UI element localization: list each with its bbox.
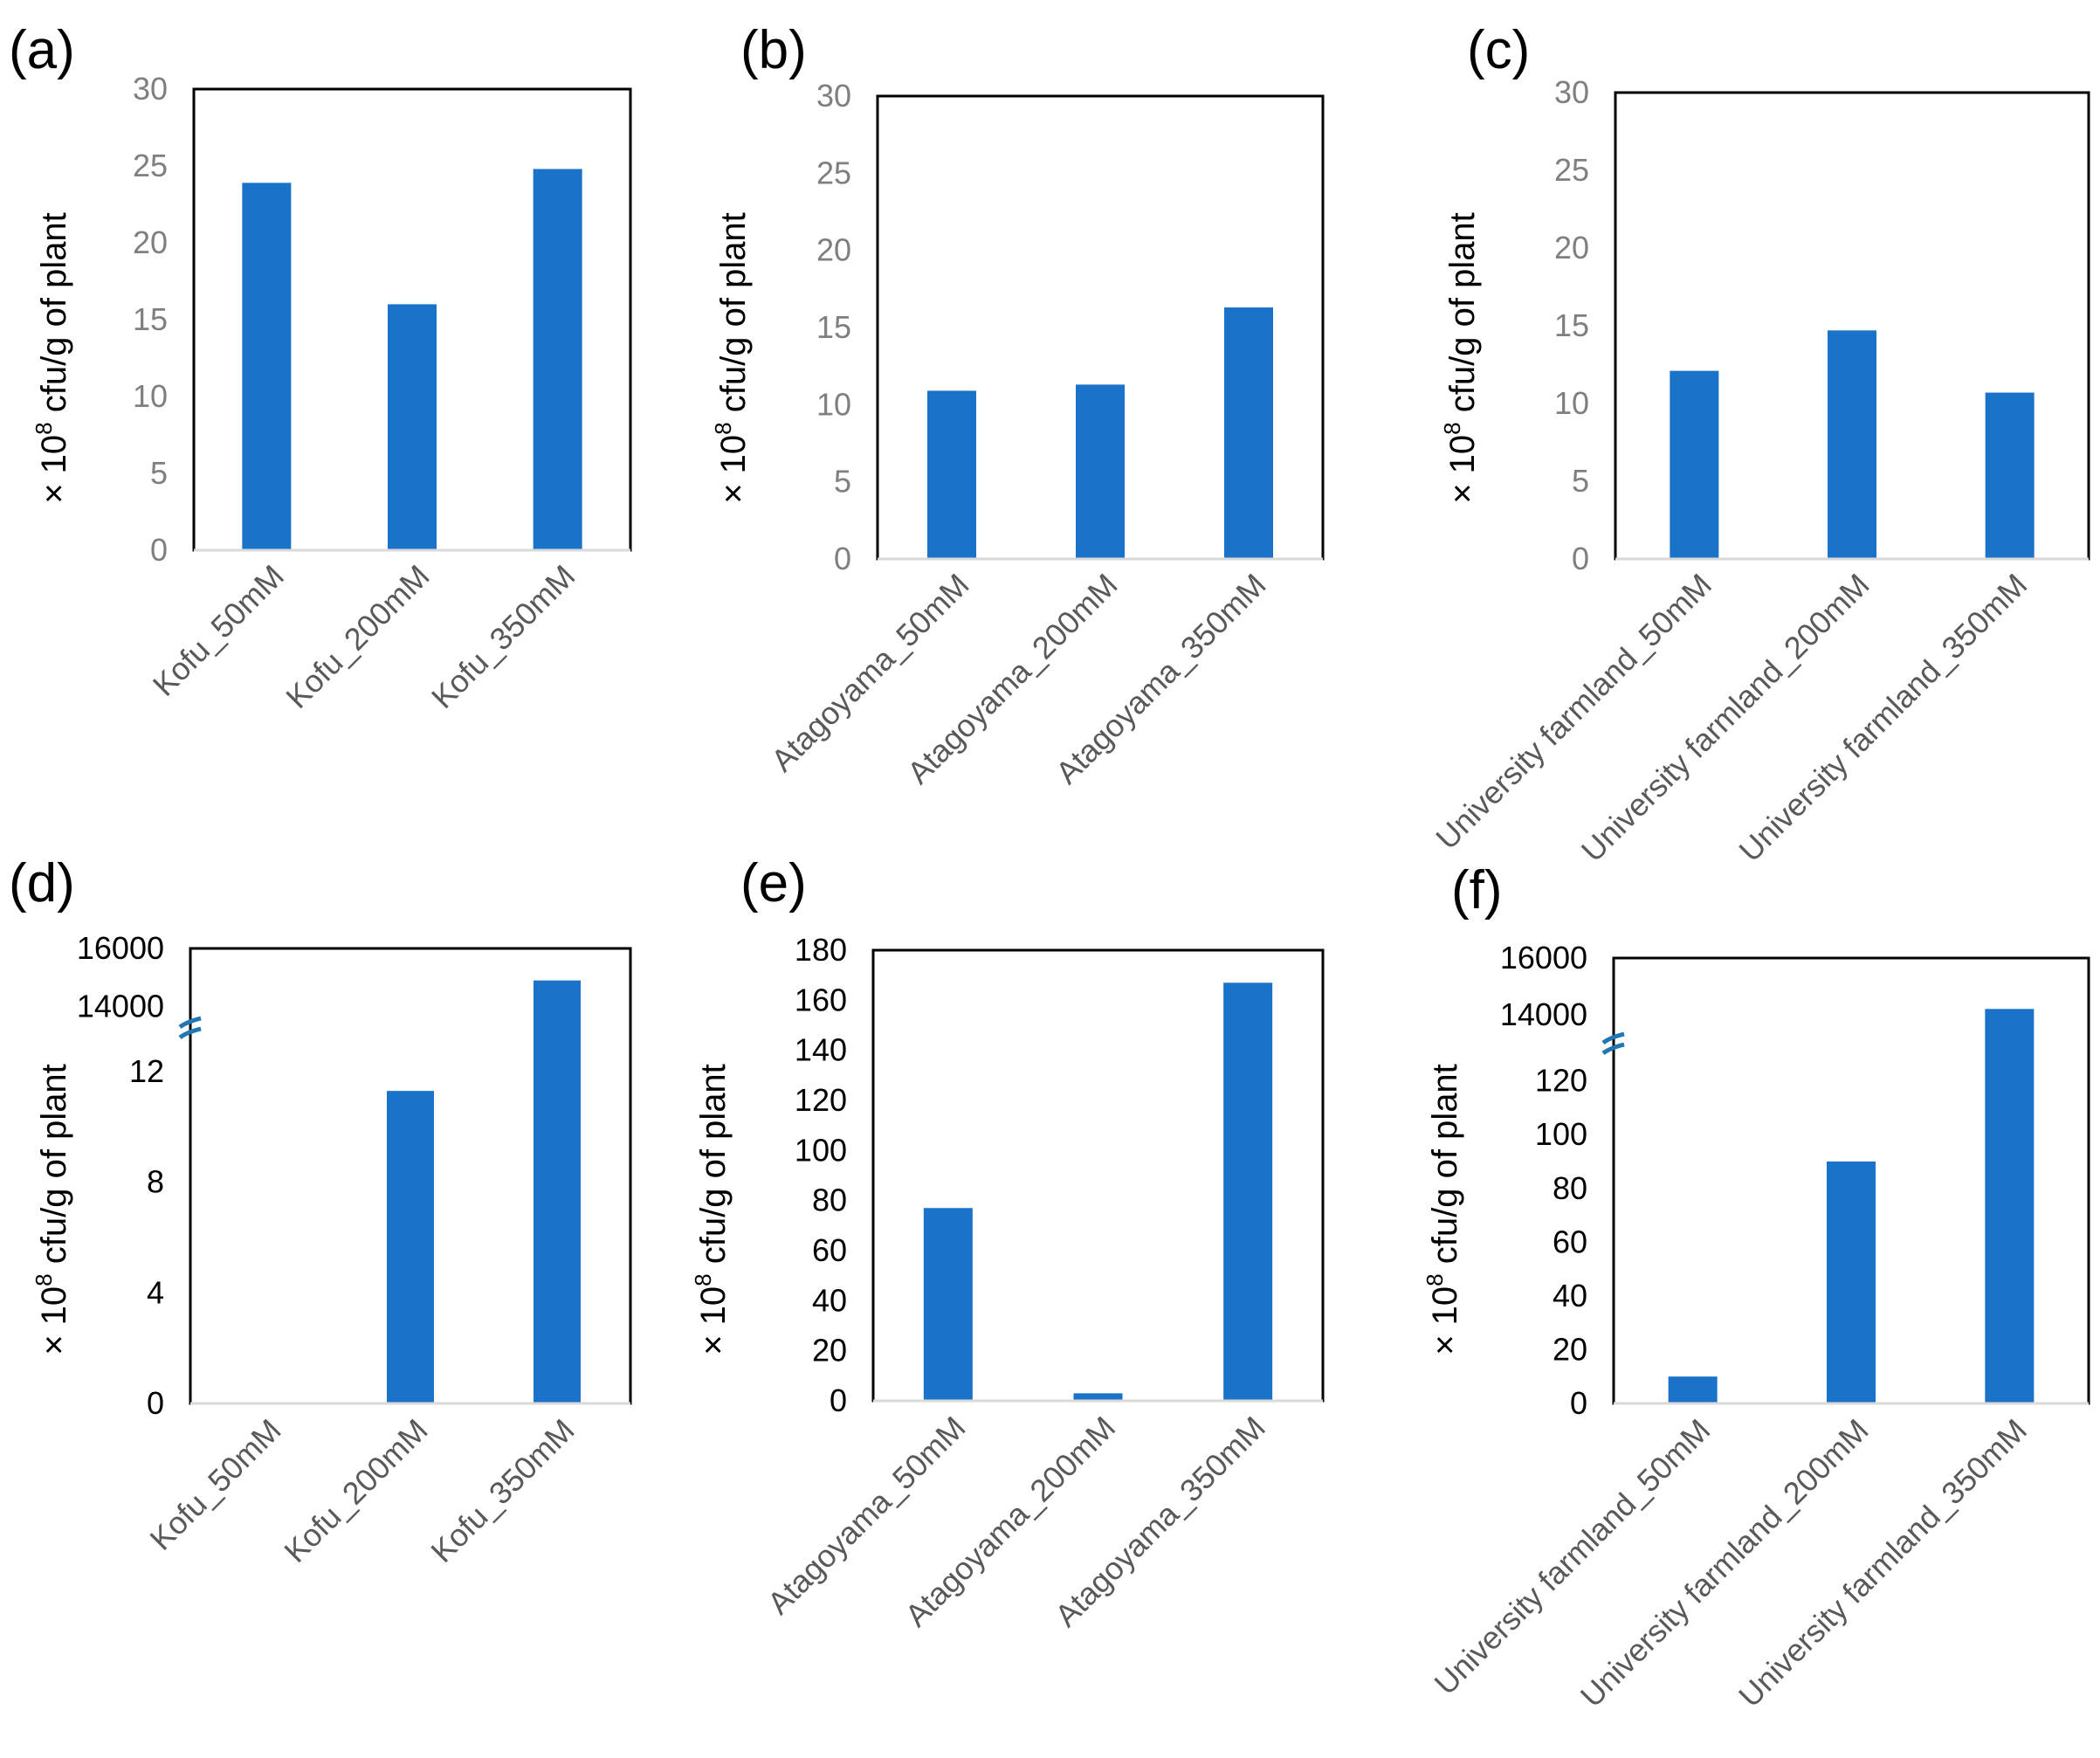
bar [1670,371,1718,559]
y-tick-label: 25 [133,148,168,183]
bar [1985,1009,2034,1403]
y-tick-label: 14000 [1500,996,1587,1032]
category-label: Kofu_200mM [279,558,436,715]
y-tick-label: 30 [1554,74,1589,110]
category-label: Kofu_50mM [142,1412,287,1557]
panel-label: (d) [9,853,75,913]
category-label: Kofu_350mM [424,558,582,715]
y-tick-label: 5 [834,464,851,500]
y-tick-label: 30 [816,78,851,114]
y-tick-label: 120 [1535,1063,1587,1099]
category-label: University farmland_200mM [1573,1412,1876,1714]
bar [1669,1376,1718,1403]
bar [927,390,976,559]
y-tick-label: 40 [1553,1278,1587,1313]
y-tick-label: 14000 [77,989,164,1024]
panel-label: (e) [740,853,807,913]
y-tick-label: 0 [147,1385,164,1421]
y-tick-label: 15 [133,301,168,337]
y-tick-label: 0 [1570,1385,1587,1421]
y-tick-label: 180 [795,932,847,968]
bar [1224,307,1273,559]
y-tick-label: 20 [812,1333,847,1368]
y-tick-label: 0 [1572,541,1589,576]
y-tick-label: 16000 [1500,940,1587,976]
y-axis-label: × 108 cfu/g of plant [31,212,73,504]
bar [387,1091,434,1403]
chart-panel: (d) 0 4 8 12 14000 16000 Kofu_50mMKofu_200mMKof… [9,853,630,1569]
y-tick-label: 60 [1553,1224,1587,1259]
y-tick-label: 8 [147,1164,164,1200]
chart-panel: (e)020406080100120140160180Atagoyama_50m… [690,853,1323,1633]
y-tick-label: 120 [795,1082,847,1118]
y-tick-label: 80 [812,1182,847,1218]
y-tick-label: 60 [812,1232,847,1268]
y-tick-label: 20 [133,224,168,260]
y-tick-label: 0 [834,541,851,576]
y-tick-label: 10 [816,386,851,422]
category-label: University farmland_350mM [1732,1412,2034,1714]
bar [1827,1162,1876,1403]
bar [388,304,437,550]
y-tick-label: 100 [795,1132,847,1168]
category-label: University farmland_50mM [1428,1412,1718,1702]
y-tick-label: 12 [129,1053,164,1089]
y-tick-label: 140 [795,1032,847,1068]
y-tick-label: 80 [1553,1170,1587,1206]
y-axis-label: × 108 cfu/g of plant [31,1064,73,1355]
category-label: Kofu_50mM [146,558,291,703]
chart-panel: (a) 0 5 10 15 20 25 30 Kofu_50mMKofu_200mMKofu_3… [9,20,630,715]
bar [1828,330,1876,559]
panel-label: (b) [740,20,807,80]
chart-panel: (c) 0 5 10 15 20 25 30 University farmland_50mMU… [1429,20,2089,869]
bar [534,169,582,550]
bar [242,183,291,550]
chart-panel: (f) 0 20 40 60 80 100 120 14000 16000 University f… [1422,860,2089,1714]
category-label: Kofu_350mM [423,1412,581,1569]
category-label: University farmland_50mM [1429,567,1718,857]
y-tick-label: 16000 [77,930,164,966]
y-axis-label: × 108 cfu/g of plant [1439,212,1482,504]
y-axis-label: × 108 cfu/g of plant [690,1064,733,1355]
y-tick-label: 15 [816,309,851,345]
panel-label: (f) [1451,860,1503,920]
panel-label: (c) [1467,20,1530,80]
y-tick-label: 160 [795,982,847,1017]
chart-panel: (b)051015202530Atagoyama_50mMAtagoyama_2… [710,20,1323,790]
y-tick-label: 10 [1554,385,1589,421]
y-axis-label: × 108 cfu/g of plant [1422,1064,1464,1355]
y-tick-label: 0 [150,532,168,568]
category-label: Kofu_200mM [277,1412,434,1569]
y-tick-label: 5 [1572,463,1589,499]
bar [1986,393,2035,559]
y-tick-label: 30 [133,71,168,107]
y-axis-label: × 108 cfu/g of plant [710,212,753,504]
y-tick-label: 15 [1554,307,1589,343]
y-tick-label: 5 [150,455,168,491]
y-tick-label: 25 [1554,152,1589,188]
bar [924,1208,973,1401]
y-tick-label: 20 [816,232,851,268]
y-tick-label: 40 [812,1282,847,1318]
y-tick-label: 100 [1535,1116,1587,1152]
bar [1223,982,1272,1401]
category-label: University farmland_200mM [1574,567,1876,869]
category-label: University farmland_350mM [1732,567,2034,869]
y-tick-label: 20 [1553,1331,1587,1367]
bar [1076,384,1125,559]
y-tick-label: 25 [816,155,851,190]
figure-canvas: (a)051015202530Kofu_50mMKofu_200mMKofu_3… [0,0,2100,1758]
y-tick-label: 20 [1554,230,1589,265]
y-tick-label: 0 [830,1382,847,1418]
bar [534,981,581,1403]
y-tick-label: 10 [133,378,168,414]
y-tick-label: 4 [147,1274,164,1310]
panel-label: (a) [9,20,75,80]
